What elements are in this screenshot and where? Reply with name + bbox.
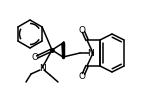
Text: O: O [79,26,85,34]
Text: O: O [31,53,38,61]
Text: N: N [88,48,94,57]
Text: O: O [79,71,85,81]
Polygon shape [62,42,64,57]
Text: N: N [39,64,45,72]
